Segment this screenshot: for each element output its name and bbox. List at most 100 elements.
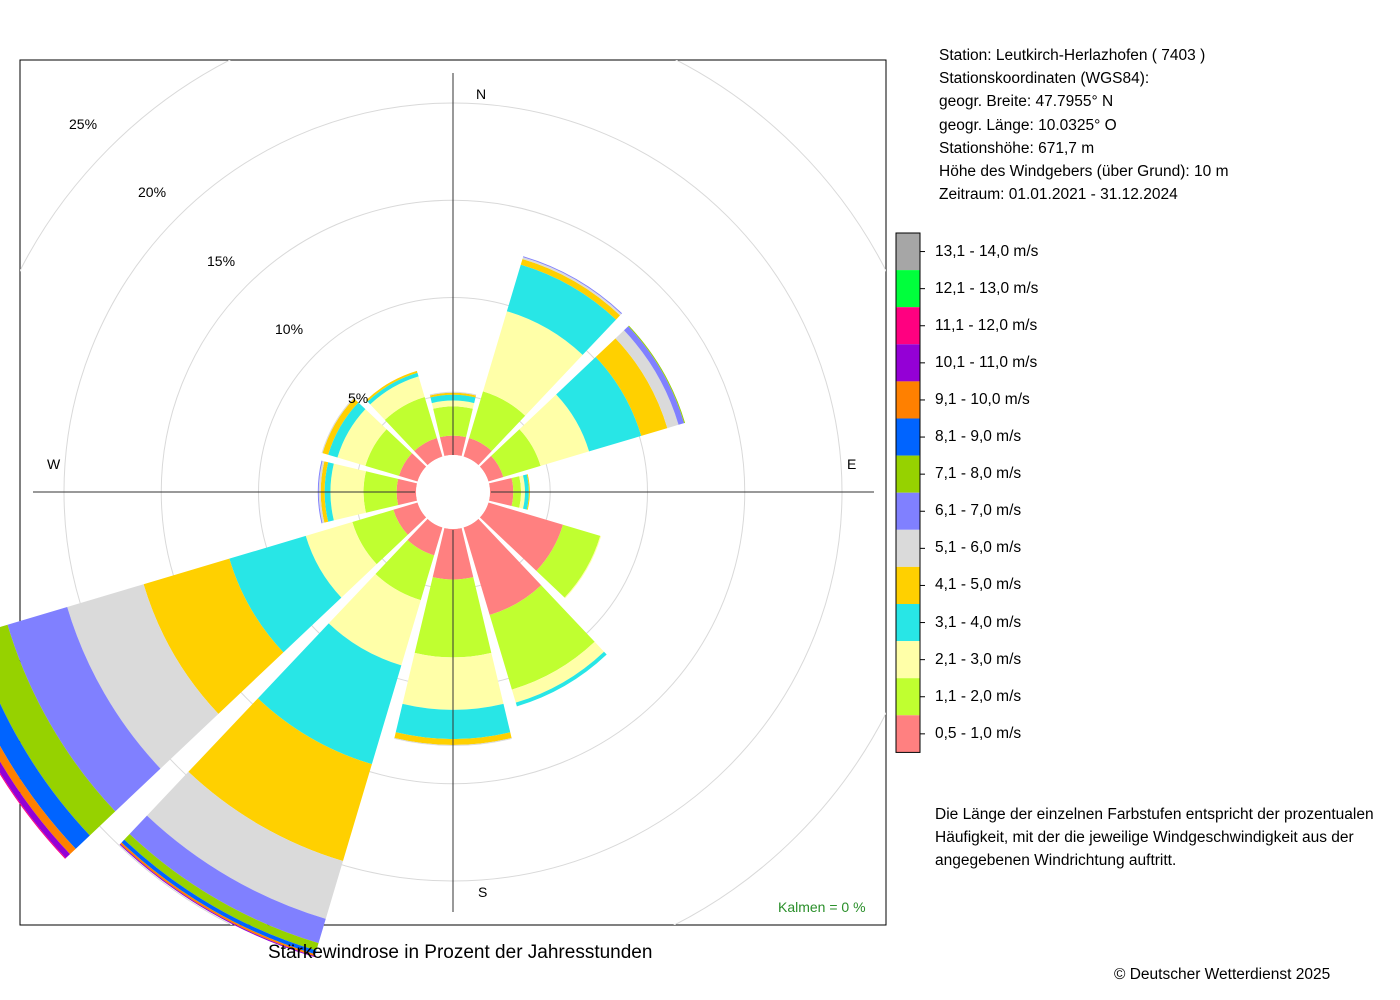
- compass-north-label: N: [476, 86, 487, 102]
- legend-swatch-4: [896, 381, 920, 419]
- sector-180: [394, 527, 512, 746]
- legend-label-2: 11,1 - 12,0 m/s: [935, 316, 1038, 334]
- sector-300: [321, 397, 427, 482]
- legend-layer: [895, 232, 925, 753]
- wedge-210-class-0: [407, 518, 443, 556]
- wedge-180-class-4: [394, 732, 512, 745]
- legend-label-9: 4,1 - 5,0 m/s: [935, 576, 1022, 594]
- legend-swatch-7: [896, 492, 920, 530]
- legend-swatch-6: [896, 455, 920, 493]
- compass-west-label: W: [47, 456, 61, 472]
- wedge-240-class-1: [352, 509, 408, 565]
- wedge-330-class-1: [384, 396, 437, 452]
- wedge-210-class-3: [257, 623, 402, 765]
- legend-swatch-2: [896, 307, 920, 345]
- legend-swatch-10: [896, 604, 920, 642]
- wedge-30-class-3: [506, 264, 617, 355]
- wedge-30-class-1: [469, 391, 526, 452]
- legend-swatch-1: [896, 270, 920, 308]
- legend-label-11: 2,1 - 3,0 m/s: [935, 650, 1022, 668]
- wedge-240-class-3: [229, 535, 342, 653]
- legend-label-10: 3,1 - 4,0 m/s: [935, 613, 1022, 631]
- center-hole: [416, 455, 490, 529]
- wedge-30-class-2: [483, 311, 583, 416]
- wedge-330-class-0: [414, 437, 443, 466]
- wedge-240-class-8: [0, 703, 90, 849]
- sector-layer: [0, 256, 686, 958]
- wedge-210-class-7: [124, 833, 319, 951]
- wedge-210-class-4: [188, 698, 372, 862]
- radial-label-5: 5%: [348, 390, 369, 406]
- wedge-300-class-2: [337, 409, 387, 466]
- calm-percentage: Kalmen = 0 %: [778, 899, 866, 915]
- legend-swatch-5: [896, 418, 920, 456]
- wedge-240-class-9: [0, 745, 76, 855]
- wedge-240-class-7: [0, 624, 116, 836]
- wedge-30-class-0: [463, 437, 492, 466]
- legend-swatch-3: [896, 344, 920, 382]
- legend-label-6: 7,1 - 8,0 m/s: [935, 465, 1022, 483]
- station-elevation: Stationshöhe: 671,7 m: [939, 139, 1095, 157]
- wedge-330-class-3: [367, 372, 419, 405]
- legend-swatch-13: [896, 715, 920, 753]
- wedge-240-class-6: [7, 607, 161, 812]
- wedge-60-class-6: [623, 326, 685, 425]
- wedge-60-class-5: [615, 330, 679, 429]
- wedge-330-class-2: [370, 376, 425, 420]
- sector-120: [479, 502, 602, 599]
- sector-30: [463, 256, 623, 466]
- sector-150: [463, 518, 607, 707]
- wedge-240-class-4: [143, 558, 284, 714]
- wedge-270-class-5: [318, 460, 325, 524]
- legend-label-3: 10,1 - 11,0 m/s: [935, 353, 1038, 371]
- station-longitude: geogr. Länge: 10.0325° O: [939, 116, 1117, 134]
- wedge-330-class-4: [366, 370, 418, 402]
- radial-label-10: 10%: [275, 321, 304, 337]
- wedge-240-class-5: [67, 584, 219, 769]
- legend-label-12: 1,1 - 2,0 m/s: [935, 687, 1022, 705]
- chart-caption: Stärkewindrose in Prozent der Jahresstun…: [268, 942, 653, 963]
- wedge-120-class-1: [536, 524, 601, 598]
- wedge-60-class-1: [491, 429, 541, 477]
- wedge-150-class-1: [489, 585, 595, 690]
- wedge-150-class-3: [515, 651, 607, 707]
- wedge-300-class-4: [322, 398, 359, 455]
- wedge-90-class-4: [526, 474, 530, 510]
- wedge-60-class-3: [556, 357, 642, 452]
- wedge-210-class-1: [375, 540, 435, 601]
- legend-label-0: 13,1 - 14,0 m/s: [935, 242, 1039, 260]
- legend-swatch-12: [896, 678, 920, 716]
- radial-label-20: 20%: [138, 184, 167, 200]
- legend-swatch-11: [896, 641, 920, 679]
- wedge-60-class-0: [479, 455, 504, 482]
- legend-frame: [895, 232, 921, 753]
- sector-240: [0, 502, 427, 859]
- compass-east-label: E: [847, 456, 857, 472]
- wedge-180-class-5: [394, 737, 512, 746]
- legend-swatch-0: [896, 233, 920, 271]
- legend-label-1: 12,1 - 13,0 m/s: [935, 279, 1039, 297]
- wedge-210-class-2: [328, 573, 421, 666]
- legend-label-8: 5,1 - 6,0 m/s: [935, 539, 1022, 557]
- legend-label-5: 8,1 - 9,0 m/s: [935, 428, 1022, 446]
- wedge-0-class-4: [430, 392, 476, 398]
- wedge-60-class-2: [519, 394, 590, 466]
- axis-layer: [33, 73, 874, 912]
- wedge-0-class-5: [429, 391, 477, 396]
- legend-label-7: 6,1 - 7,0 m/s: [935, 502, 1022, 520]
- legend-swatch-9: [896, 566, 920, 604]
- time-period: Zeitraum: 01.01.2021 - 31.12.2024: [939, 186, 1178, 204]
- wedge-300-class-0: [398, 453, 427, 482]
- wedge-150-class-2: [511, 641, 605, 703]
- legend-swatch-8: [896, 529, 920, 567]
- station-coordinates-heading: Stationskoordinaten (WGS84):: [939, 70, 1150, 88]
- station-info: Station: Leutkirch-Herlazhofen ( 7403 ) …: [939, 44, 1228, 206]
- sensor-height: Höhe des Windgebers (über Grund): 10 m: [939, 163, 1229, 181]
- station-latitude: geogr. Breite: 47.7955° N: [939, 93, 1114, 111]
- station-name: Station: Leutkirch-Herlazhofen ( 7403 ): [939, 47, 1206, 64]
- compass-south-label: S: [478, 884, 488, 900]
- radial-label-15: 15%: [207, 253, 236, 269]
- wedge-240-class-10: [0, 761, 71, 859]
- wedge-120-class-0: [479, 502, 563, 571]
